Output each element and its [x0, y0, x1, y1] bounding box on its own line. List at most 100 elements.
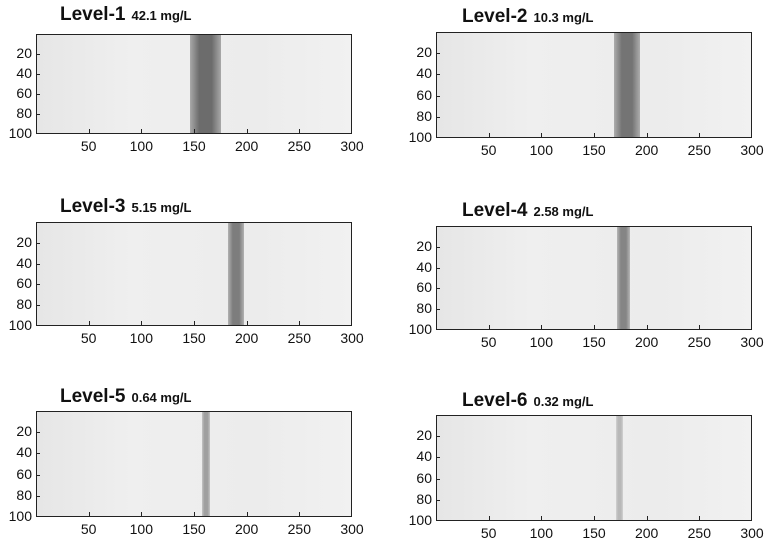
x-tick-mark: [541, 516, 543, 520]
x-tick-label: 100: [129, 138, 153, 154]
x-tick-mark: [299, 129, 301, 133]
x-tick-label: 50: [480, 525, 497, 541]
y-tick-mark: [36, 263, 40, 265]
panel-title: Level-2 10.3 mg/L: [462, 6, 593, 28]
y-tick-label: 40: [16, 444, 32, 461]
y-tick-label: 80: [416, 107, 432, 124]
concentration-label: 5.15 mg/L: [131, 200, 192, 215]
y-tick-label: 80: [16, 486, 32, 503]
y-tick-mark: [36, 495, 40, 497]
x-tick-label: 250: [287, 138, 311, 154]
level-label: Level-6: [462, 390, 528, 411]
concentration-label: 2.58 mg/L: [533, 204, 594, 219]
x-tick-label: 200: [234, 521, 259, 537]
x-tick-mark: [194, 512, 195, 516]
y-tick-label: 40: [416, 258, 432, 275]
x-tick-mark: [594, 325, 595, 329]
x-tick-mark: [141, 129, 143, 133]
y-tick-label: 20: [416, 427, 432, 444]
level-label: Level-3: [60, 196, 126, 217]
x-tick-label: 50: [80, 138, 97, 154]
y-tick-mark: [436, 246, 440, 248]
concentration-label: 0.64 mg/L: [131, 390, 192, 405]
x-tick-mark: [246, 512, 248, 516]
panel-title: Level-3 5.15 mg/L: [60, 196, 191, 218]
x-tick-label: 150: [582, 142, 606, 158]
y-tick-mark: [436, 95, 440, 97]
y-tick-mark: [36, 516, 40, 517]
x-tick-label: 150: [182, 330, 206, 346]
x-tick-label: 300: [740, 334, 764, 350]
level-label: Level-1: [60, 4, 126, 25]
y-tick-label: 40: [416, 65, 432, 82]
x-tick-label: 250: [687, 142, 711, 158]
test-line-band: [617, 227, 630, 329]
y-tick-mark: [436, 116, 440, 118]
x-tick-mark: [141, 321, 143, 325]
y-tick-mark: [436, 74, 440, 76]
y-tick-mark: [36, 94, 40, 95]
level-label: Level-2: [462, 6, 528, 27]
x-tick-label: 100: [129, 521, 153, 537]
y-tick-label: 80: [16, 296, 32, 313]
x-tick-label: 50: [80, 330, 97, 346]
y-tick-mark: [436, 137, 440, 138]
y-tick-label: 100: [408, 512, 432, 528]
concentration-label: 0.32 mg/L: [533, 394, 594, 409]
y-tick-label: 100: [8, 317, 32, 333]
x-tick-mark: [751, 516, 752, 520]
strip-image: [36, 222, 352, 326]
x-tick-label: 200: [234, 138, 259, 154]
x-tick-label: 300: [340, 138, 364, 154]
y-tick-label: 20: [16, 423, 32, 440]
x-tick-mark: [246, 129, 248, 133]
x-tick-label: 300: [740, 525, 764, 541]
x-tick-label: 100: [529, 525, 553, 541]
x-tick-mark: [646, 325, 648, 329]
x-tick-label: 50: [480, 142, 497, 158]
y-tick-label: 20: [416, 44, 432, 61]
y-tick-mark: [436, 267, 440, 269]
x-tick-label: 150: [582, 334, 606, 350]
y-tick-label: 100: [408, 321, 432, 337]
y-tick-mark: [436, 53, 440, 55]
strip-image: [36, 411, 352, 517]
y-tick-mark: [36, 242, 40, 244]
x-tick-label: 150: [182, 521, 206, 537]
y-tick-label: 60: [416, 469, 432, 486]
strip-image: [436, 226, 752, 330]
x-tick-mark: [541, 133, 543, 137]
y-tick-mark: [36, 114, 40, 115]
y-tick-mark: [436, 520, 440, 521]
x-tick-mark: [299, 512, 301, 516]
test-line-band: [613, 33, 641, 137]
y-tick-mark: [36, 133, 40, 134]
y-tick-mark: [436, 478, 440, 480]
x-tick-mark: [699, 325, 701, 329]
x-tick-label: 150: [182, 138, 206, 154]
test-line-band: [202, 412, 210, 516]
panel-title: Level-1 42.1 mg/L: [60, 4, 191, 26]
x-tick-label: 300: [340, 521, 364, 537]
y-tick-label: 40: [16, 65, 32, 81]
x-tick-mark: [246, 321, 248, 325]
x-tick-label: 200: [634, 525, 659, 541]
level-label: Level-4: [462, 200, 528, 221]
test-line-band: [189, 35, 222, 133]
panel-title: Level-6 0.32 mg/L: [462, 390, 593, 412]
y-tick-mark: [436, 499, 440, 501]
x-tick-mark: [751, 325, 752, 329]
y-tick-label: 60: [416, 279, 432, 296]
x-tick-mark: [88, 512, 90, 516]
y-tick-label: 60: [16, 465, 32, 482]
x-tick-label: 200: [634, 334, 659, 350]
x-tick-mark: [88, 129, 90, 133]
y-tick-label: 40: [416, 448, 432, 465]
x-tick-mark: [594, 516, 595, 520]
panel-title: Level-4 2.58 mg/L: [462, 200, 593, 222]
x-tick-mark: [299, 321, 301, 325]
x-tick-mark: [88, 321, 90, 325]
x-tick-label: 150: [582, 525, 606, 541]
x-tick-mark: [351, 321, 352, 325]
panel-title: Level-5 0.64 mg/L: [60, 386, 191, 408]
